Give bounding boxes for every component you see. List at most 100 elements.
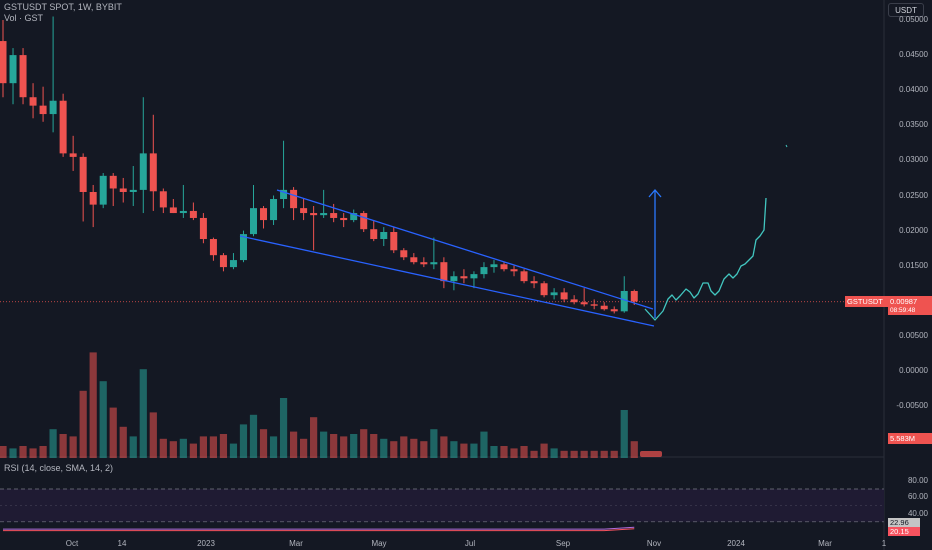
- target-arrow-head: [648, 189, 662, 198]
- candle-body: [400, 250, 408, 258]
- volume-bar: [440, 436, 448, 458]
- volume-bar: [510, 448, 518, 458]
- candle-body: [560, 292, 568, 300]
- volume-bar: [169, 441, 177, 458]
- volume-bar: [550, 448, 558, 458]
- volume-bar: [49, 429, 57, 458]
- candle-body: [149, 153, 157, 192]
- volume-bar: [209, 436, 218, 458]
- candle-body: [300, 208, 308, 214]
- volume-bar: [249, 414, 258, 458]
- candle-body: [390, 232, 398, 251]
- last-price-label: 0.00987: [888, 296, 932, 307]
- volume-bar: [610, 450, 618, 458]
- volume-bar: [380, 438, 388, 458]
- volume-bar: [109, 407, 117, 458]
- candle-body: [630, 290, 638, 302]
- volume-bar: [480, 431, 488, 458]
- candle-body: [440, 262, 448, 282]
- candle-body: [430, 262, 438, 265]
- rsi-axis-label: 80.00: [907, 475, 928, 485]
- price-axis-label: -0.00500: [896, 401, 928, 411]
- volume-bar: [540, 443, 548, 458]
- time-axis-label: May: [371, 539, 387, 548]
- candle-body: [239, 234, 247, 261]
- wedge-lower-line: [239, 235, 655, 327]
- time-axis-label: Mar: [289, 539, 303, 548]
- price-axis-label: 0.01500: [899, 260, 928, 270]
- rsi-line: [3, 526, 635, 530]
- volume-bar: [269, 436, 278, 458]
- candle-body: [119, 188, 127, 192]
- volume-value-label: 5.583M: [888, 433, 932, 444]
- candle-body: [330, 213, 338, 218]
- volume-bar: [490, 446, 498, 458]
- candle-body: [370, 229, 378, 240]
- candle-body: [620, 290, 628, 312]
- price-axis-label: 0.00500: [899, 330, 928, 340]
- wedge-upper-line: [276, 189, 654, 310]
- volume-bar: [239, 424, 248, 458]
- candle-body: [520, 271, 528, 282]
- volume-marker-icon: [640, 451, 662, 457]
- symbol-title[interactable]: GSTUSDT SPOT, 1W, BYBIT: [4, 2, 122, 12]
- volume-bar: [300, 438, 308, 458]
- volume-legend[interactable]: Vol · GST: [4, 13, 44, 23]
- volume-bar: [630, 441, 638, 458]
- time-axis-label: Oct: [65, 539, 79, 548]
- volume-bar: [9, 448, 17, 458]
- candle-body: [89, 191, 97, 205]
- volume-bar: [590, 450, 598, 458]
- candle-body: [219, 255, 227, 268]
- volume-bar: [570, 450, 578, 458]
- volume-bar: [360, 429, 368, 458]
- volume-bar: [370, 434, 378, 458]
- volume-bar: [410, 438, 418, 458]
- candle-body: [250, 208, 257, 235]
- volume-bar: [320, 431, 328, 458]
- volume-bar: [0, 446, 7, 458]
- currency-button[interactable]: USDT: [888, 3, 924, 17]
- price-axis-label: 0.03500: [899, 120, 928, 130]
- volume-bar: [199, 436, 207, 458]
- volume-bar: [350, 434, 358, 458]
- candle-body: [510, 269, 518, 272]
- volume-bar: [530, 450, 538, 458]
- volume-bar: [69, 436, 77, 458]
- price-axis-label: 0.03000: [899, 155, 928, 165]
- volume-bar: [500, 446, 508, 458]
- candle-body: [19, 55, 27, 98]
- candle-body: [580, 302, 588, 305]
- volume-bar: [19, 446, 27, 458]
- candle-body: [590, 304, 598, 306]
- candle-body: [59, 100, 67, 154]
- time-axis-label: Nov: [646, 539, 662, 548]
- candle-body: [270, 199, 278, 221]
- candle-body: [189, 210, 197, 218]
- candle-body: [550, 292, 558, 296]
- candle-body: [490, 264, 498, 268]
- candle-body: [540, 283, 548, 296]
- price-axis-label: 0.00000: [899, 366, 928, 375]
- rsi-axis-label: 60.00: [907, 492, 928, 502]
- candle-body: [179, 210, 187, 214]
- volume-bar: [29, 448, 37, 458]
- volume-bar: [159, 438, 167, 458]
- volume-bar: [279, 398, 288, 458]
- price-axis-label: 0.04000: [899, 85, 928, 95]
- candle-body: [360, 213, 368, 230]
- volume-bar: [450, 441, 458, 458]
- candle-body: [380, 232, 388, 240]
- volume-bar: [390, 441, 398, 458]
- projection-path: [644, 197, 767, 321]
- candle-body: [229, 260, 237, 268]
- candle-body: [0, 41, 7, 84]
- volume-bar: [520, 446, 528, 458]
- volume-bar: [259, 429, 268, 458]
- rsi-legend[interactable]: RSI (14, close, SMA, 14, 2): [4, 463, 114, 473]
- candle-body: [530, 281, 538, 284]
- time-axis-label: 14: [117, 539, 127, 548]
- volume-bar: [470, 443, 478, 458]
- volume-bar: [139, 369, 147, 458]
